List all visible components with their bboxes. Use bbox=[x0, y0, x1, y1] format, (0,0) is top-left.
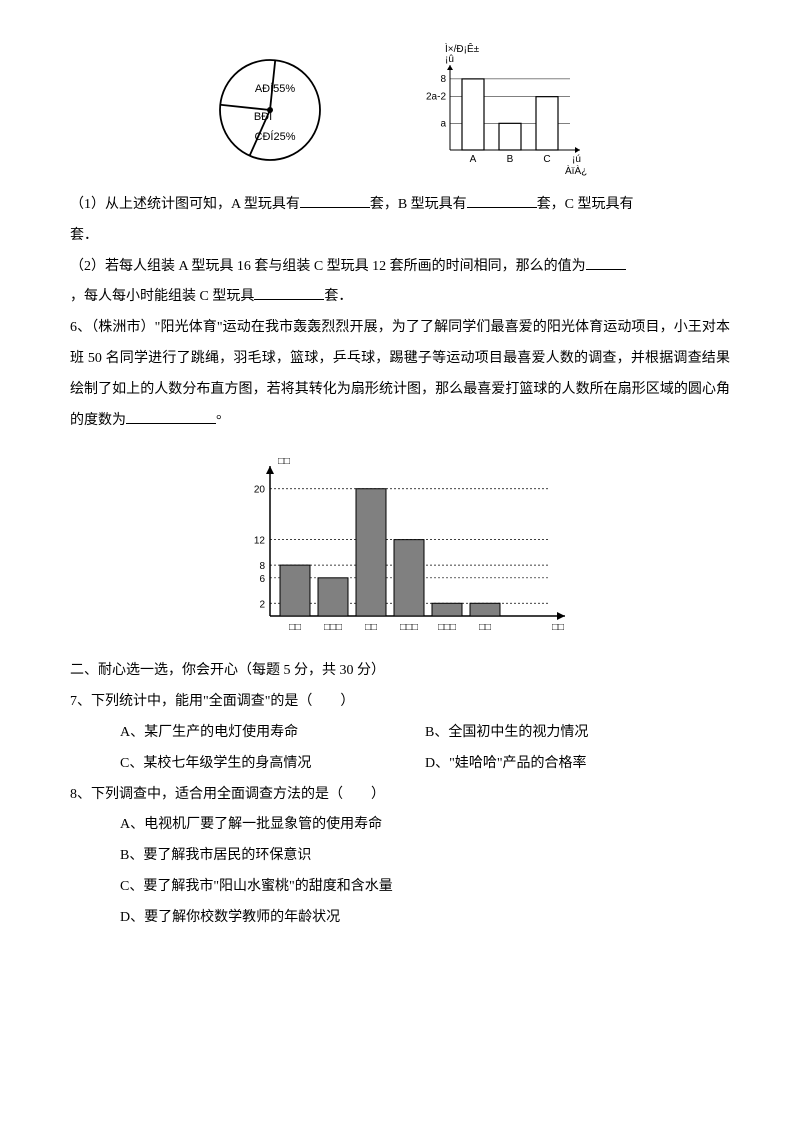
q5-1-text-d: 套． bbox=[70, 228, 98, 243]
svg-text:□□: □□ bbox=[479, 622, 491, 633]
q8-opt-d: D、要了解你校数学教师的年龄状况 bbox=[120, 903, 730, 934]
blank bbox=[300, 193, 370, 208]
q5-2-text-c: 套． bbox=[324, 289, 352, 304]
q5-2-text-b: ，每人每小时能组装 C 型玩具 bbox=[70, 289, 254, 304]
bar-chart-2: 2012862□□□□□□□□□□□□□□□□□□□ bbox=[220, 446, 580, 646]
svg-text:AÐÍ55%: AÐÍ55% bbox=[255, 82, 296, 95]
svg-text:□□□: □□□ bbox=[400, 622, 418, 633]
q7-opt-c: C、某校七年级学生的身高情况 bbox=[120, 749, 425, 780]
svg-text:□□: □□ bbox=[278, 456, 290, 467]
svg-text:6: 6 bbox=[259, 574, 265, 585]
q5-part2: （2）若每人组装 A 型玩具 16 套与组装 C 型玩具 12 套所画的时间相同… bbox=[70, 252, 730, 283]
q7-opt-b: B、全国初中生的视力情况 bbox=[425, 718, 730, 749]
q8-options: A、电视机厂要了解一批显象管的使用寿命 B、要了解我市居民的环保意识 C、要了解… bbox=[70, 810, 730, 933]
svg-text:¡û: ¡û bbox=[445, 54, 454, 65]
svg-text:2a-2: 2a-2 bbox=[426, 92, 446, 103]
svg-text:□□□: □□□ bbox=[324, 622, 342, 633]
blank bbox=[467, 193, 537, 208]
q5-1-text-c: 套，C 型玩具有 bbox=[537, 197, 634, 212]
svg-text:8: 8 bbox=[440, 74, 446, 85]
q5-part1-end: 套． bbox=[70, 221, 730, 252]
svg-text:¡ú: ¡ú bbox=[572, 154, 581, 165]
svg-text:□□□: □□□ bbox=[438, 622, 456, 633]
charts-row: AÐÍ55%BÐÍCÐÍ25% 82a-2aABCÌ×/Ð¡Ê±¡û¡úÀïÀ¿ bbox=[70, 40, 730, 180]
svg-text:□□: □□ bbox=[552, 622, 564, 633]
blank bbox=[254, 285, 324, 300]
svg-text:ÀïÀ¿: ÀïÀ¿ bbox=[565, 164, 587, 177]
svg-text:20: 20 bbox=[254, 485, 266, 496]
q5-1-text-a: （1）从上述统计图可知，A 型玩具有 bbox=[70, 197, 300, 212]
q5-part2b: ，每人每小时能组装 C 型玩具 套． bbox=[70, 282, 730, 313]
q7-stem: 7、下列统计中，能用"全面调查"的是（ ） bbox=[70, 687, 730, 718]
q8-opt-c: C、要了解我市"阳山水蜜桃"的甜度和含水量 bbox=[120, 872, 730, 903]
svg-text:A: A bbox=[470, 154, 477, 165]
q5-1-text-b: 套，B 型玩具有 bbox=[370, 197, 467, 212]
q6-text: 6、（株洲市）"阳光体育"运动在我市轰轰烈烈开展，为了了解同学们最喜爱的阳光体育… bbox=[70, 313, 730, 436]
q7-opt-d: D、"娃哈哈"产品的合格率 bbox=[425, 749, 730, 780]
q8-opt-a: A、电视机厂要了解一批显象管的使用寿命 bbox=[120, 810, 730, 841]
q5-part1: （1）从上述统计图可知，A 型玩具有 套，B 型玩具有 套，C 型玩具有 bbox=[70, 190, 730, 221]
blank bbox=[126, 409, 216, 424]
q5-2-text-a: （2）若每人组装 A 型玩具 16 套与组装 C 型玩具 12 套所画的时间相同… bbox=[70, 259, 586, 274]
q7-options: A、某厂生产的电灯使用寿命 B、全国初中生的视力情况 C、某校七年级学生的身高情… bbox=[70, 718, 730, 780]
svg-text:□□: □□ bbox=[365, 622, 377, 633]
svg-text:8: 8 bbox=[259, 561, 265, 572]
bar-chart-1: 82a-2aABCÌ×/Ð¡Ê±¡û¡úÀïÀ¿ bbox=[405, 40, 605, 180]
svg-text:CÐÍ25%: CÐÍ25% bbox=[255, 130, 296, 143]
pie-chart: AÐÍ55%BÐÍCÐÍ25% bbox=[195, 50, 345, 170]
svg-text:□□: □□ bbox=[289, 622, 301, 633]
blank bbox=[586, 255, 626, 270]
q6-end: ° bbox=[216, 413, 222, 428]
svg-text:B: B bbox=[507, 154, 514, 165]
q7-opt-a: A、某厂生产的电灯使用寿命 bbox=[120, 718, 425, 749]
svg-text:C: C bbox=[543, 154, 550, 165]
q8-stem: 8、下列调查中，适合用全面调查方法的是（ ） bbox=[70, 780, 730, 811]
svg-text:2: 2 bbox=[259, 600, 265, 611]
section-2-header: 二、耐心选一选，你会开心（每题 5 分，共 30 分） bbox=[70, 656, 730, 687]
svg-text:12: 12 bbox=[254, 536, 266, 547]
q8-opt-b: B、要了解我市居民的环保意识 bbox=[120, 841, 730, 872]
svg-text:a: a bbox=[440, 118, 446, 129]
